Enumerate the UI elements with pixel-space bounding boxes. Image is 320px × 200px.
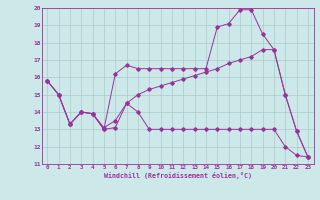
X-axis label: Windchill (Refroidissement éolien,°C): Windchill (Refroidissement éolien,°C) (104, 172, 252, 179)
